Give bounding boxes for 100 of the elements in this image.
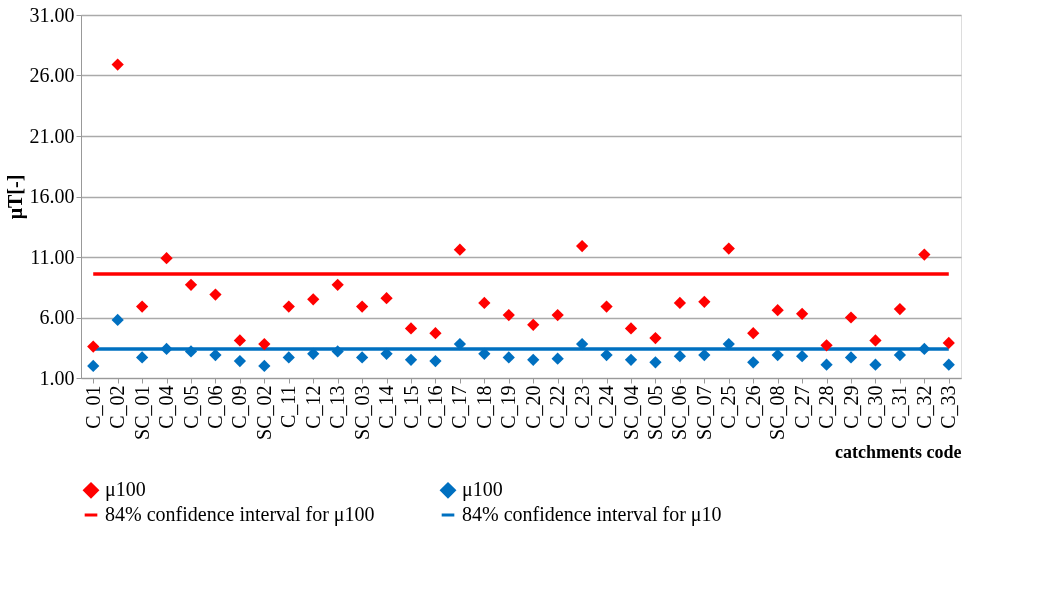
point — [551, 352, 564, 365]
point — [673, 350, 687, 363]
x-tick-label: SC_06 — [668, 385, 691, 440]
point — [502, 308, 515, 322]
point — [893, 348, 907, 362]
x-tick-label: C_13 — [326, 385, 349, 429]
point — [478, 296, 491, 310]
point — [600, 300, 613, 313]
point — [453, 243, 467, 256]
point — [258, 338, 271, 351]
point — [209, 288, 222, 301]
point — [942, 358, 955, 371]
point — [111, 313, 124, 327]
point — [795, 350, 809, 363]
point — [844, 351, 858, 364]
point — [527, 353, 540, 366]
y-axis-title: μT[-] — [3, 174, 27, 220]
point — [893, 302, 907, 316]
legend-label: μ100 — [105, 478, 146, 502]
point — [429, 354, 442, 368]
point — [331, 345, 344, 358]
x-tick-label: C_15 — [399, 385, 422, 429]
legend-label: 84% confidence interval for μ100 — [105, 503, 375, 526]
x-tick-label: SC_05 — [643, 385, 666, 440]
point — [747, 356, 760, 369]
point — [282, 300, 295, 313]
x-tick-label: C_04 — [155, 385, 178, 429]
x-tick-label: C_26 — [741, 385, 764, 429]
point — [820, 358, 833, 371]
point — [429, 327, 442, 340]
point — [698, 295, 711, 308]
x-tick-label: SC_08 — [766, 385, 789, 440]
y-tick-label: 6.00 — [39, 306, 75, 328]
point — [111, 58, 124, 71]
x-tick-label: C_02 — [106, 385, 129, 429]
x-tick-label: C_24 — [595, 385, 618, 429]
x-tick-label: C_31 — [888, 385, 911, 429]
point — [209, 348, 222, 362]
point — [869, 358, 882, 371]
point — [233, 334, 247, 347]
x-tick-label: SC_02 — [252, 385, 275, 440]
x-tick-label: C_16 — [423, 385, 446, 429]
point — [87, 359, 100, 373]
point — [404, 353, 418, 366]
x-tick-label: C_12 — [301, 385, 324, 429]
point — [869, 334, 882, 347]
point — [918, 248, 931, 261]
point — [844, 311, 858, 324]
point — [380, 292, 393, 305]
point — [184, 345, 198, 358]
point — [331, 278, 344, 291]
point — [160, 252, 173, 265]
x-tick-label: C_05 — [179, 385, 202, 429]
x-tick-label: C_11 — [277, 385, 300, 429]
point — [747, 327, 760, 340]
point — [795, 307, 809, 320]
point — [87, 340, 100, 353]
x-tick-label: C_06 — [203, 385, 226, 429]
point — [160, 342, 173, 356]
point — [307, 293, 320, 306]
x-tick-label: C_18 — [472, 385, 495, 429]
y-tick-label: 1.00 — [39, 366, 75, 389]
x-tick-label: C_01 — [81, 385, 104, 429]
x-tick-label: C_25 — [717, 385, 740, 429]
x-tick-label: SC_03 — [350, 385, 373, 440]
point — [135, 351, 149, 364]
x-tick-label: C_30 — [863, 385, 886, 429]
point — [649, 356, 662, 369]
x-tick-label: C_29 — [839, 385, 862, 429]
point — [575, 239, 589, 253]
point — [771, 304, 784, 317]
x-tick-label: C_32 — [912, 385, 935, 429]
point — [673, 296, 687, 310]
y-tick-label: 31.00 — [29, 3, 75, 26]
point — [184, 278, 198, 291]
y-tick-label: 16.00 — [29, 185, 75, 207]
x-tick-label: C_28 — [815, 385, 838, 429]
point — [698, 348, 711, 362]
x-tick-label: C_27 — [790, 385, 813, 429]
x-tick-label: SC_07 — [692, 385, 715, 440]
point — [282, 351, 295, 364]
point — [600, 348, 613, 362]
y-tick-label: 21.00 — [29, 124, 75, 147]
point — [233, 354, 247, 368]
x-axis-title: catchments code — [835, 441, 962, 462]
x-tick-label: C_23 — [570, 385, 593, 429]
x-tick-label: C_20 — [521, 385, 544, 429]
point — [355, 351, 369, 364]
x-tick-label: C_19 — [497, 385, 520, 429]
legend-label: μ100 — [462, 478, 503, 502]
point — [624, 322, 638, 335]
x-tick-label: C_09 — [228, 385, 251, 429]
x-tick-label: SC_01 — [130, 385, 153, 440]
x-tick-label: C_33 — [937, 385, 960, 429]
point — [527, 318, 540, 331]
y-tick-label: 11.00 — [30, 245, 75, 268]
y-tick-label: 26.00 — [29, 64, 75, 86]
point — [942, 336, 955, 350]
point — [918, 342, 931, 356]
point — [820, 339, 833, 352]
